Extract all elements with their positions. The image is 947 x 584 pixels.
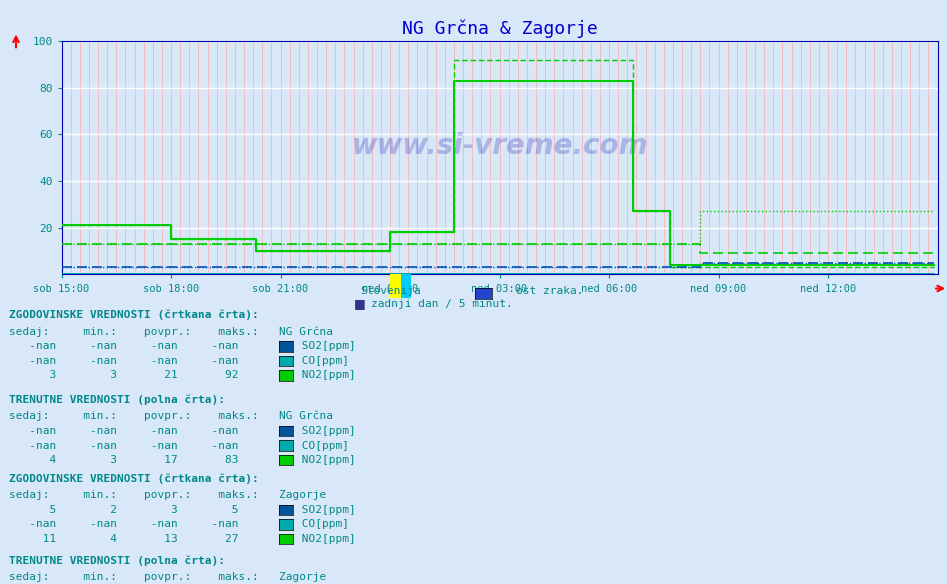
Text: TRENUTNE VREDNOSTI (polna črta):: TRENUTNE VREDNOSTI (polna črta): <box>9 394 225 405</box>
Text: sedaj:     min.:    povpr.:    maks.:   Zagorje: sedaj: min.: povpr.: maks.: Zagorje <box>9 572 327 582</box>
Text: sedaj:     min.:    povpr.:    maks.:   NG Grčna: sedaj: min.: povpr.: maks.: NG Grčna <box>9 411 333 421</box>
Text: -nan     -nan     -nan     -nan: -nan -nan -nan -nan <box>9 440 239 450</box>
Text: -nan     -nan     -nan     -nan: -nan -nan -nan -nan <box>9 426 239 436</box>
Text: -nan     -nan     -nan     -nan: -nan -nan -nan -nan <box>9 519 239 529</box>
Text: CO[ppm]: CO[ppm] <box>295 356 348 366</box>
Text: sedaj:     min.:    povpr.:    maks.:   Zagorje: sedaj: min.: povpr.: maks.: Zagorje <box>9 490 327 500</box>
Text: ZGODOVINSKE VREDNOSTI (črtkana črta):: ZGODOVINSKE VREDNOSTI (črtkana črta): <box>9 310 259 320</box>
Text: TRENUTNE VREDNOSTI (polna črta):: TRENUTNE VREDNOSTI (polna črta): <box>9 555 225 565</box>
Text: NO2[ppm]: NO2[ppm] <box>295 455 355 465</box>
Text: CO[ppm]: CO[ppm] <box>295 440 348 450</box>
Text: SO2[ppm]: SO2[ppm] <box>295 426 355 436</box>
Bar <box>390 274 401 298</box>
Text: NO2[ppm]: NO2[ppm] <box>295 534 355 544</box>
Text: ■: ■ <box>354 297 366 310</box>
Text: NO2[ppm]: NO2[ppm] <box>295 370 355 380</box>
Text: www.si-vreme.com: www.si-vreme.com <box>351 132 648 160</box>
Text: ZGODOVINSKE VREDNOSTI (črtkana črta):: ZGODOVINSKE VREDNOSTI (črtkana črta): <box>9 473 259 484</box>
Text: 3        3       21       92: 3 3 21 92 <box>9 370 239 380</box>
Text: CO[ppm]: CO[ppm] <box>295 519 348 529</box>
Text: sedaj:     min.:    povpr.:    maks.:   NG Grčna: sedaj: min.: povpr.: maks.: NG Grčna <box>9 326 333 336</box>
Text: 4        3       17       83: 4 3 17 83 <box>9 455 239 465</box>
Text: 5        2        3        5: 5 2 3 5 <box>9 505 239 515</box>
Text: 11        4       13       27: 11 4 13 27 <box>9 534 239 544</box>
Text: ost zraka.: ost zraka. <box>516 286 583 296</box>
Bar <box>401 274 411 298</box>
Title: NG Grčna & Zagorje: NG Grčna & Zagorje <box>402 19 598 38</box>
Text: zadnji dan / 5 minut.: zadnji dan / 5 minut. <box>371 299 513 309</box>
Text: -nan     -nan     -nan     -nan: -nan -nan -nan -nan <box>9 341 239 351</box>
Text: Slovenija: Slovenija <box>360 286 420 296</box>
Text: -nan     -nan     -nan     -nan: -nan -nan -nan -nan <box>9 356 239 366</box>
Text: SO2[ppm]: SO2[ppm] <box>295 341 355 351</box>
Text: SO2[ppm]: SO2[ppm] <box>295 505 355 515</box>
